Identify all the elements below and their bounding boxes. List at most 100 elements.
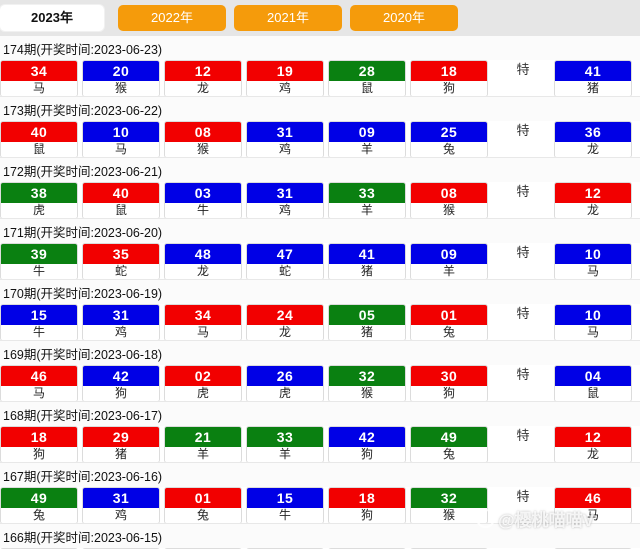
ball-cell: 03 牛: [164, 182, 242, 219]
ball-zodiac: 狗: [329, 447, 405, 462]
ball-cell: 01 兔: [410, 304, 488, 341]
ball-number: 47: [247, 244, 323, 264]
ball-zodiac: 牛: [165, 203, 241, 218]
ball-cell: 42 狗: [328, 426, 406, 463]
ball-number: 01: [165, 488, 241, 508]
ball-number: 19: [247, 61, 323, 81]
ball-zodiac: 鸡: [247, 203, 323, 218]
draw-block: 171期(开奖时间:2023-06-20) 39 牛 35 蛇 48 龙 47 蛇 41 猪 09 羊特…: [0, 218, 640, 280]
ball-zodiac: 兔: [411, 325, 487, 340]
ball-zodiac: 羊: [329, 142, 405, 157]
ball-cell: 42 狗: [82, 365, 160, 402]
draw-title: 172期(开奖时间:2023-06-21): [0, 158, 640, 182]
ball-zodiac: 狗: [411, 81, 487, 96]
special-ball-zodiac: 马: [555, 325, 631, 340]
ball-number: 32: [329, 366, 405, 386]
ball-number: 12: [165, 61, 241, 81]
ball-cell: 30 狗: [410, 365, 488, 402]
ball-row: 34 马 20 猴 12 龙 19 鸡 28 鼠 18 狗特 41 猪: [0, 60, 640, 97]
ball-zodiac: 虎: [247, 386, 323, 401]
special-ball-label: 特: [516, 123, 530, 138]
ball-number: 08: [165, 122, 241, 142]
draw-title: 173期(开奖时间:2023-06-22): [0, 97, 640, 121]
special-ball-zodiac: 猪: [555, 81, 631, 96]
ball-zodiac: 鸡: [247, 81, 323, 96]
year-tab-2020[interactable]: 2020年: [350, 5, 458, 31]
ball-zodiac: 狗: [1, 447, 77, 462]
ball-zodiac: 鼠: [83, 203, 159, 218]
ball-number: 31: [83, 305, 159, 325]
special-ball-zodiac: 龙: [555, 447, 631, 462]
special-ball-number: 12: [555, 183, 631, 203]
ball-zodiac: 鼠: [329, 81, 405, 96]
ball-cell: 35 蛇: [82, 243, 160, 280]
ball-row: 18 狗 29 猪 21 羊 33 羊 42 狗 49 兔特 12 龙: [0, 426, 640, 463]
ball-cell: 46 马: [0, 365, 78, 402]
ball-row: 38 虎 40 鼠 03 牛 31 鸡 33 羊 08 猴特 12 龙: [0, 182, 640, 219]
ball-cell: 10 马: [82, 121, 160, 158]
ball-number: 33: [247, 427, 323, 447]
ball-cell: 34 马: [0, 60, 78, 97]
ball-cell: 12 龙: [164, 60, 242, 97]
ball-cell: 18 狗: [328, 487, 406, 524]
ball-cell: 09 羊: [328, 121, 406, 158]
ball-cell: 15 牛: [246, 487, 324, 524]
year-tab-2022[interactable]: 2022年: [118, 5, 226, 31]
ball-zodiac: 马: [83, 142, 159, 157]
ball-cell: 33 羊: [246, 426, 324, 463]
ball-zodiac: 兔: [1, 508, 77, 523]
special-ball-number: 41: [555, 61, 631, 81]
ball-number: 48: [165, 244, 241, 264]
ball-cell: 32 猴: [328, 365, 406, 402]
draw-title: 166期(开奖时间:2023-06-15): [0, 524, 640, 548]
ball-zodiac: 马: [1, 386, 77, 401]
ball-zodiac: 羊: [329, 203, 405, 218]
ball-zodiac: 猪: [83, 447, 159, 462]
year-tab-2021[interactable]: 2021年: [234, 5, 342, 31]
ball-cell: 32 猴: [410, 487, 488, 524]
ball-zodiac: 虎: [165, 386, 241, 401]
ball-cell: 18 狗: [0, 426, 78, 463]
ball-number: 42: [83, 366, 159, 386]
ball-zodiac: 兔: [165, 508, 241, 523]
ball-number: 32: [411, 488, 487, 508]
ball-cell: 48 龙: [164, 243, 242, 280]
ball-number: 35: [83, 244, 159, 264]
year-tab-2023[interactable]: 2023年: [0, 5, 104, 31]
ball-number: 49: [1, 488, 77, 508]
special-ball-cell: 46 马: [554, 487, 632, 524]
ball-zodiac: 兔: [411, 447, 487, 462]
ball-zodiac: 马: [1, 81, 77, 96]
ball-cell: 02 虎: [164, 365, 242, 402]
ball-zodiac: 牛: [1, 264, 77, 279]
ball-number: 46: [1, 366, 77, 386]
ball-number: 40: [1, 122, 77, 142]
special-ball-label: 特: [516, 306, 530, 321]
draw-title: 171期(开奖时间:2023-06-20): [0, 219, 640, 243]
ball-number: 18: [411, 61, 487, 81]
ball-number: 09: [411, 244, 487, 264]
ball-number: 09: [329, 122, 405, 142]
draw-title: 168期(开奖时间:2023-06-17): [0, 402, 640, 426]
ball-cell: 31 鸡: [246, 182, 324, 219]
ball-zodiac: 鸡: [83, 508, 159, 523]
ball-number: 15: [1, 305, 77, 325]
ball-cell: 28 鼠: [328, 60, 406, 97]
ball-number: 18: [329, 488, 405, 508]
ball-zodiac: 猴: [165, 142, 241, 157]
ball-cell: 08 猴: [164, 121, 242, 158]
special-ball-cell: 41 猪: [554, 60, 632, 97]
ball-number: 49: [411, 427, 487, 447]
ball-cell: 05 猪: [328, 304, 406, 341]
draw-block: 169期(开奖时间:2023-06-18) 46 马 42 狗 02 虎 26 虎 32 猴 30 狗特…: [0, 340, 640, 402]
special-ball-cell: 12 龙: [554, 426, 632, 463]
ball-cell: 40 鼠: [0, 121, 78, 158]
ball-number: 18: [1, 427, 77, 447]
ball-cell: 40 鼠: [82, 182, 160, 219]
draw-title: 169期(开奖时间:2023-06-18): [0, 341, 640, 365]
draw-list: 174期(开奖时间:2023-06-23) 34 马 20 猴 12 龙 19 鸡 28 鼠 18 狗特…: [0, 36, 640, 549]
ball-zodiac: 兔: [411, 142, 487, 157]
